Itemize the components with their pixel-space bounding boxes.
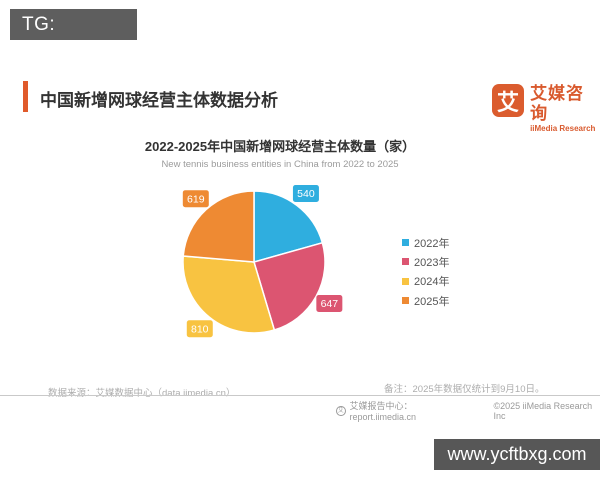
chart-header: 2022-2025年中国新增网球经营主体数量（家） New tennis bus…: [60, 136, 500, 170]
site-watermark-banner: www.ycftbxg.com: [434, 439, 600, 470]
chart-title: 2022-2025年中国新增网球经营主体数量（家）: [144, 139, 416, 154]
pie-slice-2023年: [253, 241, 326, 331]
chart-subtitle: New tennis business entities in China fr…: [161, 159, 399, 170]
tg-watermark-text: TG: MYYJJPP: [22, 14, 112, 66]
legend-swatch: [402, 258, 409, 266]
legend-label: 2025年: [414, 295, 450, 308]
legend-swatch: [402, 239, 409, 247]
legend-item-2023年: 2023年: [402, 252, 449, 271]
site-watermark-text: www.ycftbxg.com: [447, 444, 587, 464]
pie-value-label-2022年: 540: [297, 188, 315, 200]
pie-value-label-box-2023年: [316, 294, 343, 312]
legend-swatch: [402, 297, 409, 305]
pie-value-label-box-2022年: [292, 184, 319, 202]
pie-value-label-2024年: 810: [191, 323, 209, 335]
remark-note: 备注：2025年数据仅统计到9月10日。: [384, 384, 545, 395]
iimedia-logo-icon: 艾: [492, 84, 525, 117]
legend-item-2024年: 2024年: [402, 272, 449, 291]
logo-name-en: iiMedia Research: [530, 124, 596, 133]
report-center-text: 艾媒报告中心：report.iimedia.cn: [349, 401, 417, 422]
legend-label: 2023年: [414, 256, 450, 269]
pie-chart: 540 647 810 619: [182, 184, 343, 338]
iimedia-logo-text: 艾媒咨询 iiMedia Research: [530, 84, 600, 133]
pie-value-label-2023年: 647: [321, 298, 339, 310]
tg-watermark-banner: TG: MYYJJPP: [10, 9, 137, 66]
pie-slice-2024年: [182, 255, 276, 334]
pie-slice-2022年: [253, 190, 324, 263]
logo-name-cn: 艾媒咨询: [530, 84, 585, 123]
legend-swatch: [402, 277, 409, 285]
copyright-text: ©2025 iiMedia Research Inc: [493, 400, 593, 421]
footer-divider: [0, 395, 600, 396]
chart-legend: 2022年 2023年 2024年 2025年: [402, 233, 449, 310]
legend-item-2022年: 2022年: [402, 233, 449, 252]
legend-label: 2024年: [414, 276, 450, 289]
data-source-note: 数据来源：艾媒数据中心（data.iimedia.cn）: [48, 388, 236, 399]
legend-item-2025年: 2025年: [402, 291, 449, 310]
iimedia-logo: 艾 艾媒咨询 iiMedia Research: [492, 84, 600, 133]
pie-value-label-box-2025年: [182, 190, 209, 208]
pie-value-label-box-2024年: [186, 320, 213, 338]
iimedia-badge-icon: 艾: [336, 405, 346, 416]
pie-value-label-2025年: 619: [187, 193, 205, 205]
page-title: 中国新增网球经营主体数据分析: [40, 91, 278, 110]
footer-bottom-row: 艾 艾媒报告中心：report.iimedia.cn ©2025 iiMedia…: [336, 399, 600, 422]
title-accent-bar: [23, 81, 28, 112]
pie-slice-2025年: [182, 190, 255, 263]
legend-label: 2022年: [414, 237, 450, 250]
